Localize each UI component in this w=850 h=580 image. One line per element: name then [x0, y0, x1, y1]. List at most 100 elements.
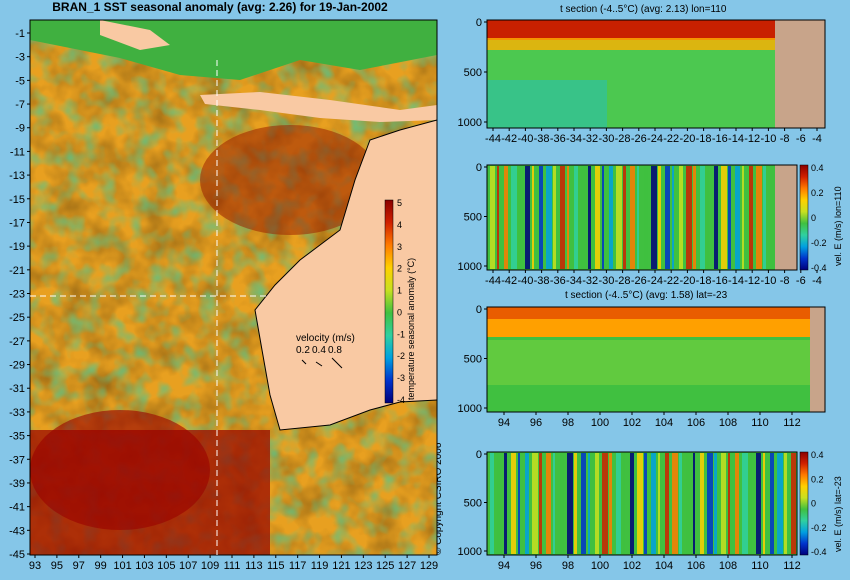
map-lat-tick-label: -19: [9, 241, 25, 253]
velocity-lon-axes: -44 -42 -40 -38 -36 -34 -32 -30 -28 -26 -24 -22 -20-…: [458, 162, 822, 287]
section-lon-tick-label: 112: [783, 560, 801, 572]
colorbar-tick-label: -0.4: [811, 547, 827, 557]
section-lon-tick-label: 102: [623, 417, 641, 429]
section-lat-tick-label: -4: [812, 275, 822, 287]
section-lat-tick-label: -10: [760, 275, 776, 287]
section-lat-tick-label: -28: [615, 275, 631, 287]
velocity-legend-value: 0.8: [328, 345, 342, 356]
colorbar-tick-label: 2: [397, 264, 402, 274]
section-lat-tick-label: -32: [582, 133, 598, 145]
section-depth-tick-label: 0: [476, 162, 482, 174]
section-lat-tick-label: -4: [812, 133, 822, 145]
map-lon-tick-label: 127: [398, 560, 416, 572]
map-lon-tick-label: 95: [51, 560, 63, 572]
section-depth-tick-label: 0: [476, 304, 482, 316]
velocity-legend-title: velocity (m/s): [296, 333, 355, 344]
section-lat-tick-label: -36: [550, 275, 566, 287]
velocity-legend-value: 0.4: [312, 345, 326, 356]
map-axes: 93 95 97 99 101 103 105 107 109 111 113 115 117 119 12…: [9, 28, 438, 572]
section-lon-tick-label: 96: [530, 560, 542, 572]
map-lon-tick-label: 97: [73, 560, 85, 572]
section-lat-tick-label: -24: [647, 275, 663, 287]
section-lon-tick-label: 98: [562, 560, 574, 572]
section-lat-tick-label: -20: [679, 133, 695, 145]
map-lon-tick-label: 101: [113, 560, 131, 572]
map-lon-tick-label: 121: [332, 560, 350, 572]
section-lat-tick-label: -12: [744, 275, 760, 287]
colorbar-tick-label: 0: [811, 213, 816, 223]
section-lat-tick-label: -20: [679, 275, 695, 287]
section-lat-tick-label: -14: [728, 275, 744, 287]
map-lon-tick-label: 105: [157, 560, 175, 572]
section-lat-tick-label: -16: [712, 133, 728, 145]
map-lat-tick-label: -41: [9, 502, 25, 514]
sst-anomaly-map: velocity (m/s) 0.2 0.4 0.8: [29, 19, 438, 556]
map-lat-tick-label: -5: [15, 75, 25, 87]
colorbar-tick-label: 5: [397, 198, 402, 208]
section-lat-tick-label: -6: [796, 275, 806, 287]
section-lon-tick-label: 94: [498, 417, 510, 429]
section-lon-tick-label: 96: [530, 417, 542, 429]
tsection-lat-axes: 94 96 98 100 102 104 106 108 110 112 0 500 1000: [458, 304, 801, 429]
velocity-legend-arrows: [301, 357, 343, 369]
colorbar-label: vel. E (m/s) lat=-23: [833, 476, 843, 552]
map-lat-tick-label: -3: [15, 52, 25, 64]
colorbar-tick-label: 3: [397, 242, 402, 252]
section-lat-tick-label: -30: [598, 133, 614, 145]
colorbar-tick-label: -2: [397, 351, 405, 361]
section-lat-tick-label: -30: [598, 275, 614, 287]
section-depth-tick-label: 0: [476, 449, 482, 461]
map-lon-tick-label: 93: [29, 560, 41, 572]
velocity-lon-panel: [486, 164, 798, 271]
map-lat-tick-label: -39: [9, 478, 25, 490]
tsection-lat-title: t section (-4..5°C) (avg: 1.58) lat=-23: [565, 290, 728, 301]
section-lat-tick-label: -22: [663, 133, 679, 145]
map-lat-tick-label: -23: [9, 289, 25, 301]
colorbar-label: vel. E (m/s) lon=110: [833, 186, 843, 266]
section-lon-tick-label: 112: [783, 417, 801, 429]
section-depth-tick-label: 1000: [458, 403, 482, 415]
map-lat-tick-label: -15: [9, 194, 25, 206]
section-lat-tick-label: -18: [696, 275, 712, 287]
colorbar-tick-label: 0.4: [811, 450, 824, 460]
section-depth-tick-label: 1000: [458, 261, 482, 273]
section-lon-tick-label: 108: [719, 417, 737, 429]
map-lat-tick-label: -29: [9, 360, 25, 372]
section-lat-tick-label: -16: [712, 275, 728, 287]
map-lat-tick-label: -7: [15, 99, 25, 111]
velocity-lat-axes: 94 96 98 100 102 104 106 108 110 112 0 500 1000: [458, 449, 801, 572]
section-lat-tick-label: -12: [744, 133, 760, 145]
colorbar-label: temperature seasonal anomaly (°C): [406, 258, 416, 400]
colorbar-tick-label: 0.2: [811, 474, 824, 484]
section-lat-tick-label: -10: [760, 133, 776, 145]
section-depth-tick-label: 500: [464, 67, 482, 79]
map-title: BRAN_1 SST seasonal anomaly (avg: 2.26) …: [52, 0, 388, 14]
tsection-lon-axes: -44 -42 -40 -38 -36 -34 -32 -30 -28 -26 -24 -22 -20-…: [458, 17, 822, 145]
section-lon-tick-label: 110: [751, 560, 769, 572]
section-lat-tick-label: -28: [615, 133, 631, 145]
section-lon-tick-label: 100: [591, 560, 609, 572]
colorbar-tick-label: 0.4: [811, 163, 824, 173]
section-lat-tick-label: -14: [728, 133, 744, 145]
map-lon-tick-label: 111: [224, 560, 241, 572]
section-lat-tick-label: -6: [796, 133, 806, 145]
map-lat-tick-label: -11: [10, 146, 25, 158]
section-depth-tick-label: 500: [464, 354, 482, 366]
map-lat-tick-label: -35: [9, 431, 25, 443]
tsection-lat-panel: [486, 306, 826, 413]
section-lat-tick-label: -44: [485, 275, 501, 287]
section-depth-tick-label: 1000: [458, 117, 482, 129]
map-lat-tick-label: -25: [9, 312, 25, 324]
colorbar-tick-label: 4: [397, 220, 402, 230]
section-lat-tick-label: -42: [501, 133, 517, 145]
section-lon-tick-label: 106: [687, 560, 705, 572]
section-lon-tick-label: 98: [562, 417, 574, 429]
section-depth-tick-label: 500: [464, 212, 482, 224]
map-lon-tick-label: 129: [420, 560, 438, 572]
section-depth-tick-label: 0: [476, 17, 482, 29]
map-lon-tick-label: 117: [289, 560, 307, 572]
colorbar-tick-label: 1: [397, 286, 402, 296]
map-lon-tick-label: 119: [311, 560, 329, 572]
colorbar-tick-label: 0: [811, 499, 816, 509]
